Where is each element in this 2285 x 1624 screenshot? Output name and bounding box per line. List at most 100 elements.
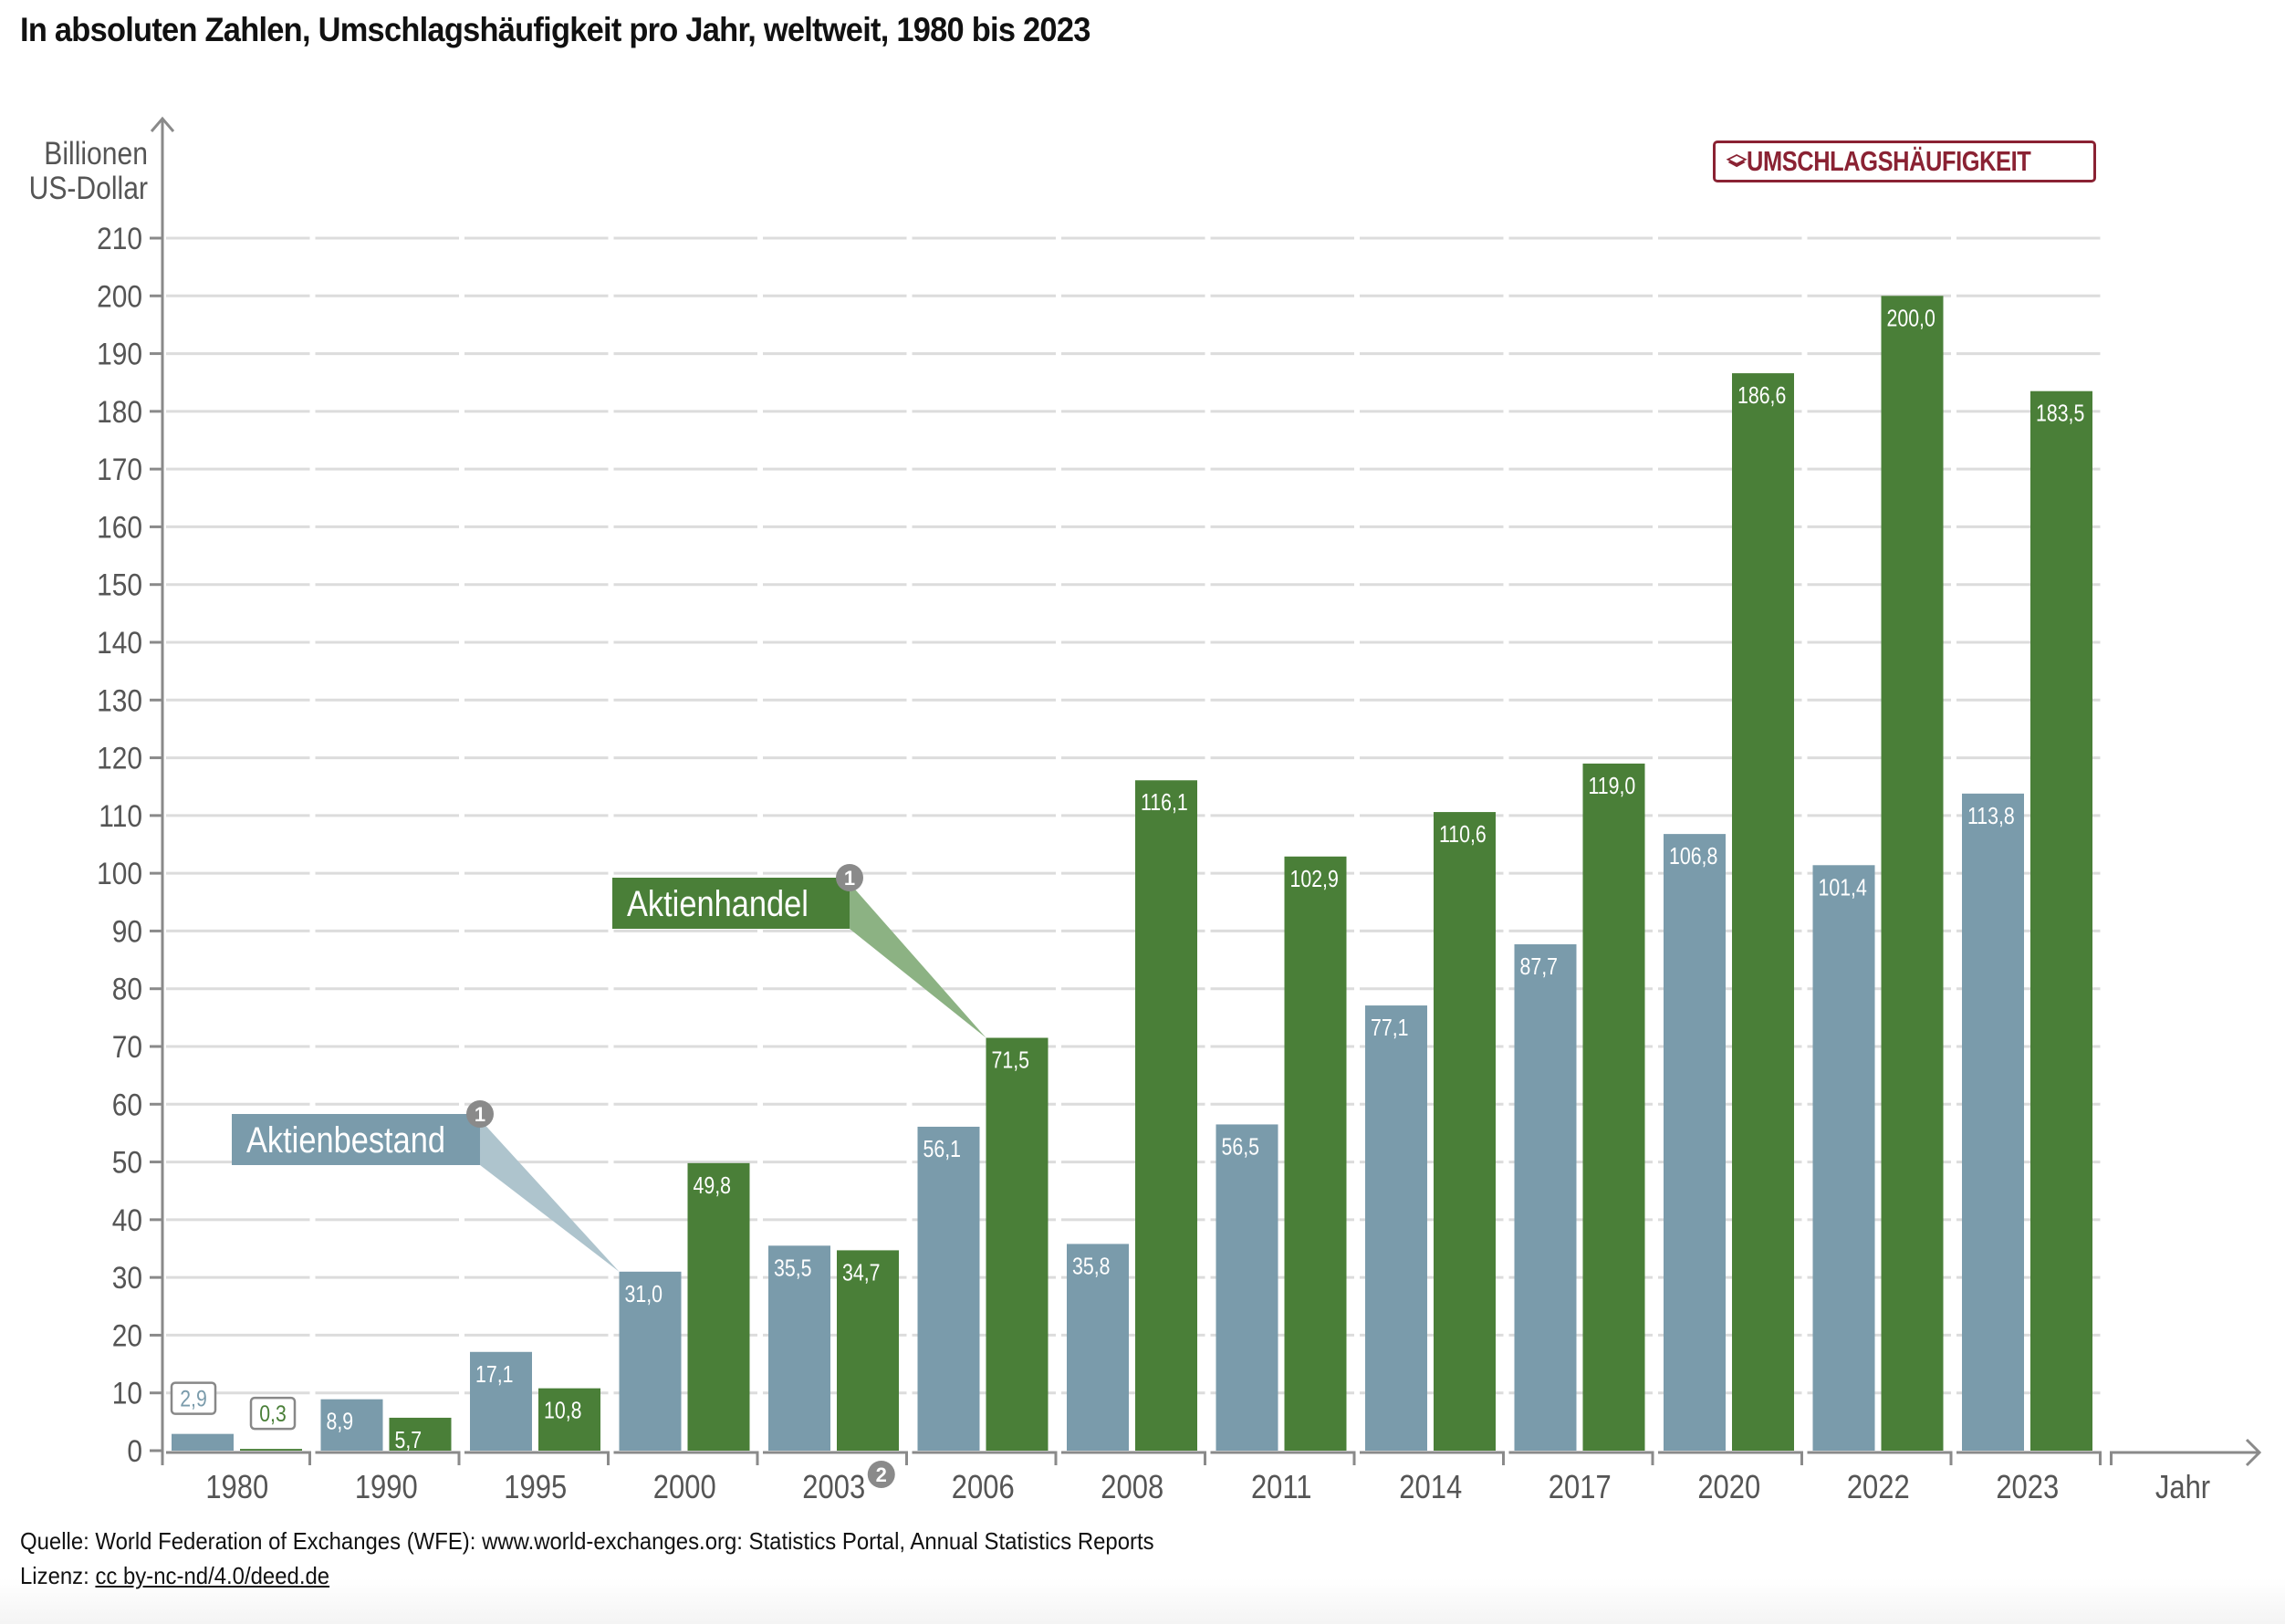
x-tick-label: 2022 [1847, 1470, 1910, 1506]
stacked-layers-icon [1726, 154, 1748, 168]
footnote-badge [836, 864, 863, 891]
callouts: Aktienbestand 1 Aktienhandel 1 [232, 864, 986, 1272]
footnote-badge [867, 1461, 895, 1488]
x-axis-line [2110, 1451, 2259, 1465]
y-tick-label: 110 [99, 798, 142, 833]
value-label: 71,5 [992, 1047, 1029, 1075]
y-tick-label: 60 [112, 1087, 142, 1121]
bar-aktienbestand [1067, 1244, 1129, 1451]
legend-callout-box [612, 878, 850, 929]
y-tick-label: 140 [97, 625, 142, 660]
value-label: 34,7 [842, 1259, 880, 1286]
x-axis-segment [1210, 1451, 1356, 1465]
value-label: 10,8 [544, 1398, 581, 1425]
callout-pointer [850, 883, 986, 1038]
x-tick-label: 2014 [1399, 1470, 1462, 1506]
bar-aktienbestand [470, 1351, 532, 1451]
bars [172, 296, 2092, 1452]
bar-aktienhandel [240, 1449, 302, 1451]
y-tick-label: 50 [112, 1145, 142, 1180]
y-tick-label: 150 [97, 567, 142, 602]
value-label-box [249, 1396, 297, 1431]
y-tick-label: 90 [112, 914, 142, 949]
value-label: 5,7 [395, 1427, 423, 1454]
value-label: 200,0 [1887, 305, 1935, 332]
bar-aktienhandel [1881, 296, 1944, 1452]
value-label: 0,3 [259, 1400, 287, 1426]
license-link[interactable]: cc by-nc-nd/4.0/deed.de [95, 1562, 330, 1589]
value-label: 17,1 [475, 1361, 513, 1389]
value-label: 101,4 [1819, 874, 1867, 901]
value-label: 87,7 [1520, 953, 1558, 981]
y-tick-label: 210 [97, 221, 142, 255]
bar-aktienhandel [1434, 812, 1496, 1451]
y-tick-label: 120 [97, 741, 142, 776]
value-label: 183,5 [2036, 401, 2084, 428]
value-label: 186,6 [1737, 382, 1786, 410]
value-label: 35,8 [1072, 1253, 1110, 1280]
value-label: 2,9 [180, 1386, 207, 1411]
y-axis-arrow [150, 116, 175, 132]
x-axis-segment [1956, 1451, 2102, 1465]
bar-aktienbestand [619, 1271, 682, 1451]
legend-callout-label: Aktienhandel [627, 883, 809, 924]
bar-aktienbestand [172, 1433, 234, 1451]
footnote-number: 1 [844, 867, 855, 890]
callout-pointer [480, 1119, 620, 1272]
y-tick-label: 80 [112, 972, 142, 1006]
value-label: 116,1 [1141, 789, 1188, 817]
bar-aktienbestand [320, 1399, 383, 1451]
x-tick-label: 1995 [504, 1470, 567, 1506]
y-tick-label: 0 [127, 1433, 142, 1468]
x-axis-segment [464, 1451, 610, 1465]
y-tick-label: 20 [112, 1318, 142, 1353]
y-tick-label: 190 [97, 337, 142, 371]
legend-callout-label: Aktienbestand [246, 1119, 445, 1161]
value-label: 56,5 [1222, 1133, 1259, 1161]
bar-aktienhandel [538, 1388, 600, 1451]
value-label: 119,0 [1589, 773, 1636, 800]
footnote-number: 2 [876, 1463, 887, 1486]
bar-aktienbestand [1812, 865, 1875, 1451]
x-tick-label: 2017 [1549, 1470, 1612, 1506]
bar-aktienhandel [1582, 763, 1645, 1451]
bar-aktienhandel [1732, 373, 1794, 1451]
bar-aktienhandel [687, 1162, 750, 1451]
y-tick-label: 170 [97, 452, 142, 486]
y-tick-label: 40 [112, 1202, 142, 1237]
value-label: 31,0 [625, 1281, 663, 1308]
value-label: 8,9 [327, 1409, 354, 1436]
axes [150, 116, 2262, 1467]
bar-aktienbestand [1514, 943, 1577, 1451]
value-label: 106,8 [1669, 843, 1717, 870]
bar-aktienhandel [2030, 390, 2092, 1451]
bar-aktienbestand [1962, 793, 2024, 1451]
bar-aktienhandel [837, 1250, 899, 1451]
bar-aktienbestand [917, 1126, 980, 1451]
x-axis-arrow [2245, 1438, 2262, 1467]
value-label-box [170, 1381, 217, 1415]
x-axis-segment [1360, 1451, 1505, 1465]
x-tick-label: 2008 [1101, 1470, 1163, 1506]
x-axis-segment [1508, 1451, 1654, 1465]
y-axis-title: Billionen [44, 135, 148, 172]
x-axis-segment [912, 1451, 1058, 1465]
topic-badge: UMSCHLAGSHÄUFIGKEIT [1713, 141, 2096, 182]
footnote-number: 1 [475, 1103, 485, 1126]
y-tick-label: 180 [97, 394, 142, 429]
bar-aktienhandel [1284, 856, 1347, 1451]
license-note: Lizenz: cc by-nc-nd/4.0/deed.de [20, 1562, 329, 1590]
bar-aktienbestand [1664, 834, 1726, 1451]
value-label: 113,8 [1967, 803, 2015, 830]
bar-aktienhandel [986, 1037, 1049, 1451]
chart-title: In absoluten Zahlen, Umschlagshäufigkeit… [20, 11, 1090, 48]
source-note: Quelle: World Federation of Exchanges (W… [20, 1527, 1154, 1555]
x-axis-segment [166, 1451, 311, 1465]
x-axis-segment [613, 1451, 759, 1465]
x-axis-segment [763, 1451, 908, 1465]
value-label: 102,9 [1290, 866, 1339, 893]
y-tick-label: 10 [112, 1376, 142, 1411]
x-axis-segment [1061, 1451, 1206, 1465]
x-tick-label: 2000 [653, 1470, 716, 1506]
